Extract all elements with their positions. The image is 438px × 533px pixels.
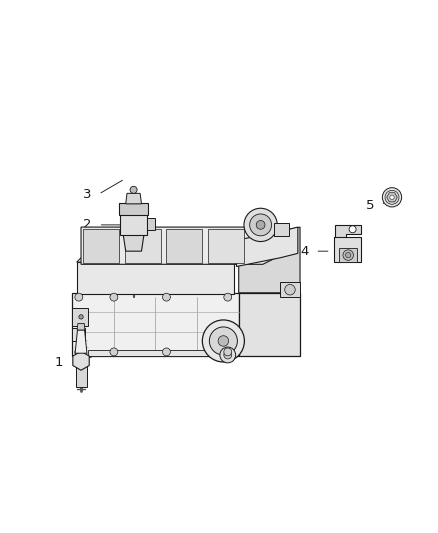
Polygon shape [83,229,119,263]
Polygon shape [125,229,161,263]
Polygon shape [77,324,85,330]
Polygon shape [147,219,155,230]
Circle shape [382,188,402,207]
Polygon shape [75,365,87,387]
Polygon shape [335,225,361,238]
Circle shape [202,320,244,362]
Circle shape [218,336,229,346]
Polygon shape [280,282,300,297]
Circle shape [285,285,295,295]
Circle shape [79,314,83,319]
Circle shape [256,221,265,229]
Circle shape [349,226,356,233]
Circle shape [75,348,83,356]
Polygon shape [166,229,202,263]
Circle shape [220,347,236,363]
Circle shape [346,253,351,258]
Circle shape [75,293,83,301]
Polygon shape [239,227,300,293]
Circle shape [224,351,232,359]
Polygon shape [77,262,234,294]
Text: 1: 1 [55,357,64,369]
Text: 3: 3 [83,188,92,201]
Circle shape [162,293,170,301]
Polygon shape [72,328,85,341]
Polygon shape [387,193,397,202]
Polygon shape [237,227,298,266]
Polygon shape [274,223,289,236]
Circle shape [162,348,170,356]
Polygon shape [81,227,280,264]
Polygon shape [119,203,148,215]
Text: 5: 5 [366,199,374,212]
Circle shape [385,190,399,204]
Polygon shape [73,351,89,370]
Text: 4: 4 [300,245,309,257]
Polygon shape [339,248,357,262]
Circle shape [224,348,232,356]
Circle shape [110,348,118,356]
Polygon shape [208,229,244,263]
Polygon shape [77,245,265,262]
Text: 2: 2 [83,219,92,231]
Circle shape [390,195,394,199]
Polygon shape [72,293,239,356]
Circle shape [250,214,272,236]
Polygon shape [123,233,144,251]
Circle shape [244,208,277,241]
Polygon shape [239,293,300,356]
Circle shape [130,187,137,193]
Circle shape [224,293,232,301]
Polygon shape [334,237,361,262]
Polygon shape [120,214,147,235]
Polygon shape [72,308,88,326]
Circle shape [209,327,237,355]
Polygon shape [88,350,237,356]
Polygon shape [75,330,87,353]
Polygon shape [126,193,141,204]
Circle shape [110,293,118,301]
Circle shape [343,250,353,260]
